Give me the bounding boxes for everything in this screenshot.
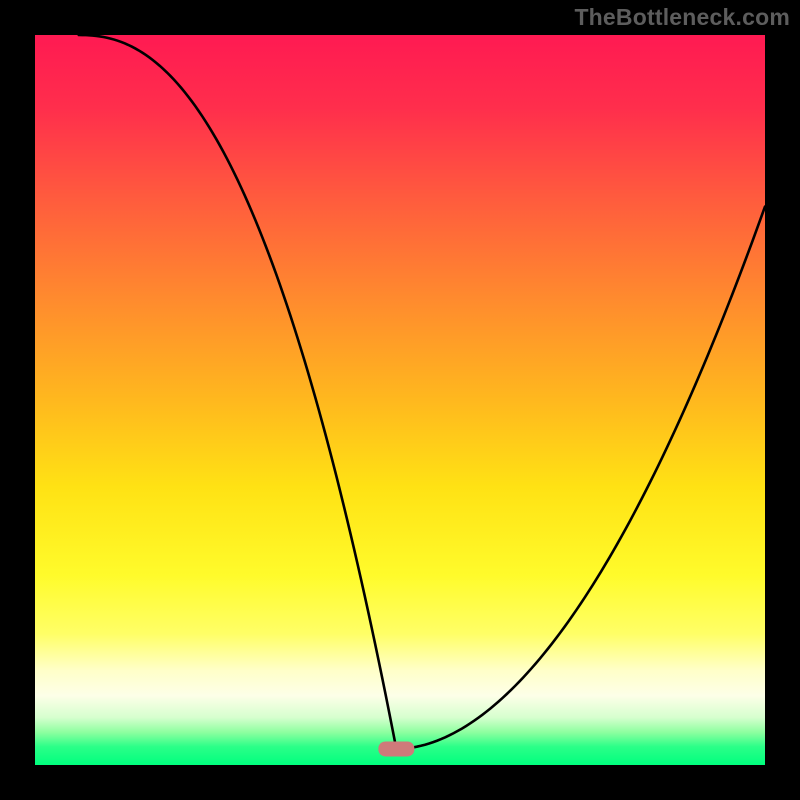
chart-svg — [0, 0, 800, 800]
gradient-plot-area — [35, 35, 765, 765]
optimal-marker — [378, 741, 414, 756]
bottleneck-chart-root: TheBottleneck.com — [0, 0, 800, 800]
